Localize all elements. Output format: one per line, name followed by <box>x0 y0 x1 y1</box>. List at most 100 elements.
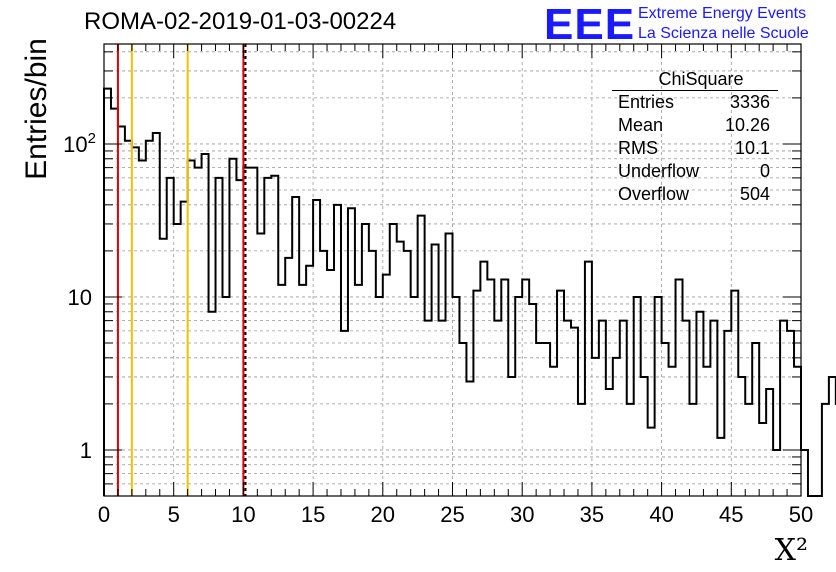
histogram-bin <box>432 245 439 496</box>
histogram-bin <box>536 343 543 496</box>
histogram-bin <box>592 358 599 496</box>
histogram-bin <box>292 197 299 496</box>
histogram-bin <box>236 180 243 496</box>
histogram-bin <box>104 89 111 496</box>
eee-logo: EEE Extreme Energy Events La Scienza nel… <box>544 0 834 49</box>
x-tick-label: 0 <box>98 502 110 527</box>
histogram-bin <box>466 382 473 496</box>
histogram-bin <box>369 251 376 496</box>
histogram-bin <box>425 321 432 496</box>
stats-row-overflow: Overflow 504 <box>612 183 778 206</box>
x-tick-label: 5 <box>168 502 180 527</box>
histogram-bin <box>174 224 181 496</box>
stats-box: ChiSquare Entries 3336 Mean 10.26 RMS 10… <box>612 68 778 206</box>
logo-line-1: Extreme Energy Events <box>638 5 807 22</box>
histogram-bin <box>202 154 209 496</box>
histogram-bin <box>222 297 229 496</box>
logo-line-2: La Scienza nelle Scuole <box>638 25 809 42</box>
histogram-bin <box>557 291 564 496</box>
stats-value: 0 <box>759 161 770 181</box>
histogram-bin <box>383 275 390 496</box>
x-tick-label: 45 <box>719 502 743 527</box>
histogram-bin <box>453 297 460 496</box>
histogram-bin <box>529 304 536 496</box>
stats-row-entries: Entries 3336 <box>612 91 778 114</box>
histogram-bin <box>188 160 195 496</box>
histogram-bin <box>264 178 271 496</box>
histogram-bin <box>153 133 160 496</box>
histogram-bin <box>299 285 306 496</box>
stats-value: 10.26 <box>724 115 770 135</box>
y-tick-label: 1 <box>80 438 92 463</box>
histogram-bin <box>459 343 466 496</box>
histogram-bin <box>348 208 355 496</box>
x-tick-label: 20 <box>371 502 395 527</box>
histogram-bin <box>550 367 557 496</box>
x-tick-label: 25 <box>440 502 464 527</box>
stats-value: 504 <box>739 184 770 204</box>
histogram-bin <box>167 178 174 496</box>
histogram-outline <box>103 87 836 497</box>
x-tick-label: 15 <box>301 502 325 527</box>
histogram-bin <box>648 428 655 496</box>
histogram-bin <box>334 205 341 496</box>
histogram-bin <box>146 141 153 496</box>
x-tick-label: 40 <box>649 502 673 527</box>
x-tick-label: 50 <box>789 502 813 527</box>
y-tick-label: 10 <box>68 285 92 310</box>
histogram-bin <box>606 389 613 496</box>
histogram-bin <box>320 251 327 496</box>
histogram-bin <box>139 160 146 496</box>
histogram-bin <box>703 367 710 496</box>
histogram-bin <box>564 321 571 496</box>
histogram-bin <box>599 321 606 496</box>
stats-label: Overflow <box>618 184 690 204</box>
stats-divider <box>612 90 778 91</box>
histogram-bin <box>494 321 501 496</box>
histogram-bin <box>766 389 773 496</box>
stats-label: RMS <box>618 138 658 158</box>
histogram-bin <box>313 200 320 496</box>
histogram-bin <box>473 291 480 496</box>
histogram-bin <box>543 343 550 496</box>
logo-mark: EEE <box>544 0 636 49</box>
histogram-bin <box>655 297 662 496</box>
x-tick-label: 10 <box>231 502 255 527</box>
histogram-bin <box>738 377 745 496</box>
histogram-bin <box>634 297 641 496</box>
histogram-bin <box>801 450 808 496</box>
histogram-bin <box>731 291 738 496</box>
histogram-bin <box>362 224 369 496</box>
histogram-bin <box>669 367 676 496</box>
histogram-bin <box>439 321 446 496</box>
histogram-bin <box>229 159 236 496</box>
histogram-bin <box>683 321 690 496</box>
histogram-bin <box>411 297 418 496</box>
histogram-bin <box>195 168 202 496</box>
histogram-bin <box>278 285 285 496</box>
histogram-bin <box>620 321 627 496</box>
x-tick-label: 30 <box>510 502 534 527</box>
histogram-bin <box>390 224 397 496</box>
histogram-bin <box>710 321 717 496</box>
histogram-bin <box>111 109 118 496</box>
histogram-bin <box>418 216 425 496</box>
histogram-bin <box>515 297 522 496</box>
histogram-bin <box>780 321 787 496</box>
histogram-bin <box>132 147 139 496</box>
histogram-bin <box>787 331 794 496</box>
histogram-bin <box>641 377 648 496</box>
histogram-bin <box>613 358 620 496</box>
stats-label: Entries <box>618 92 675 112</box>
stats-label: Underflow <box>618 161 700 181</box>
x-tick-label: 35 <box>580 502 604 527</box>
histogram-bin <box>160 239 167 496</box>
histogram-bin <box>306 266 313 496</box>
stats-title: ChiSquare <box>658 69 744 89</box>
histogram-bin <box>125 141 132 496</box>
histogram-bin <box>404 251 411 496</box>
histogram-bin <box>752 343 759 496</box>
stats-value: 10.1 <box>734 138 770 158</box>
stats-row-mean: Mean 10.26 <box>612 114 778 137</box>
